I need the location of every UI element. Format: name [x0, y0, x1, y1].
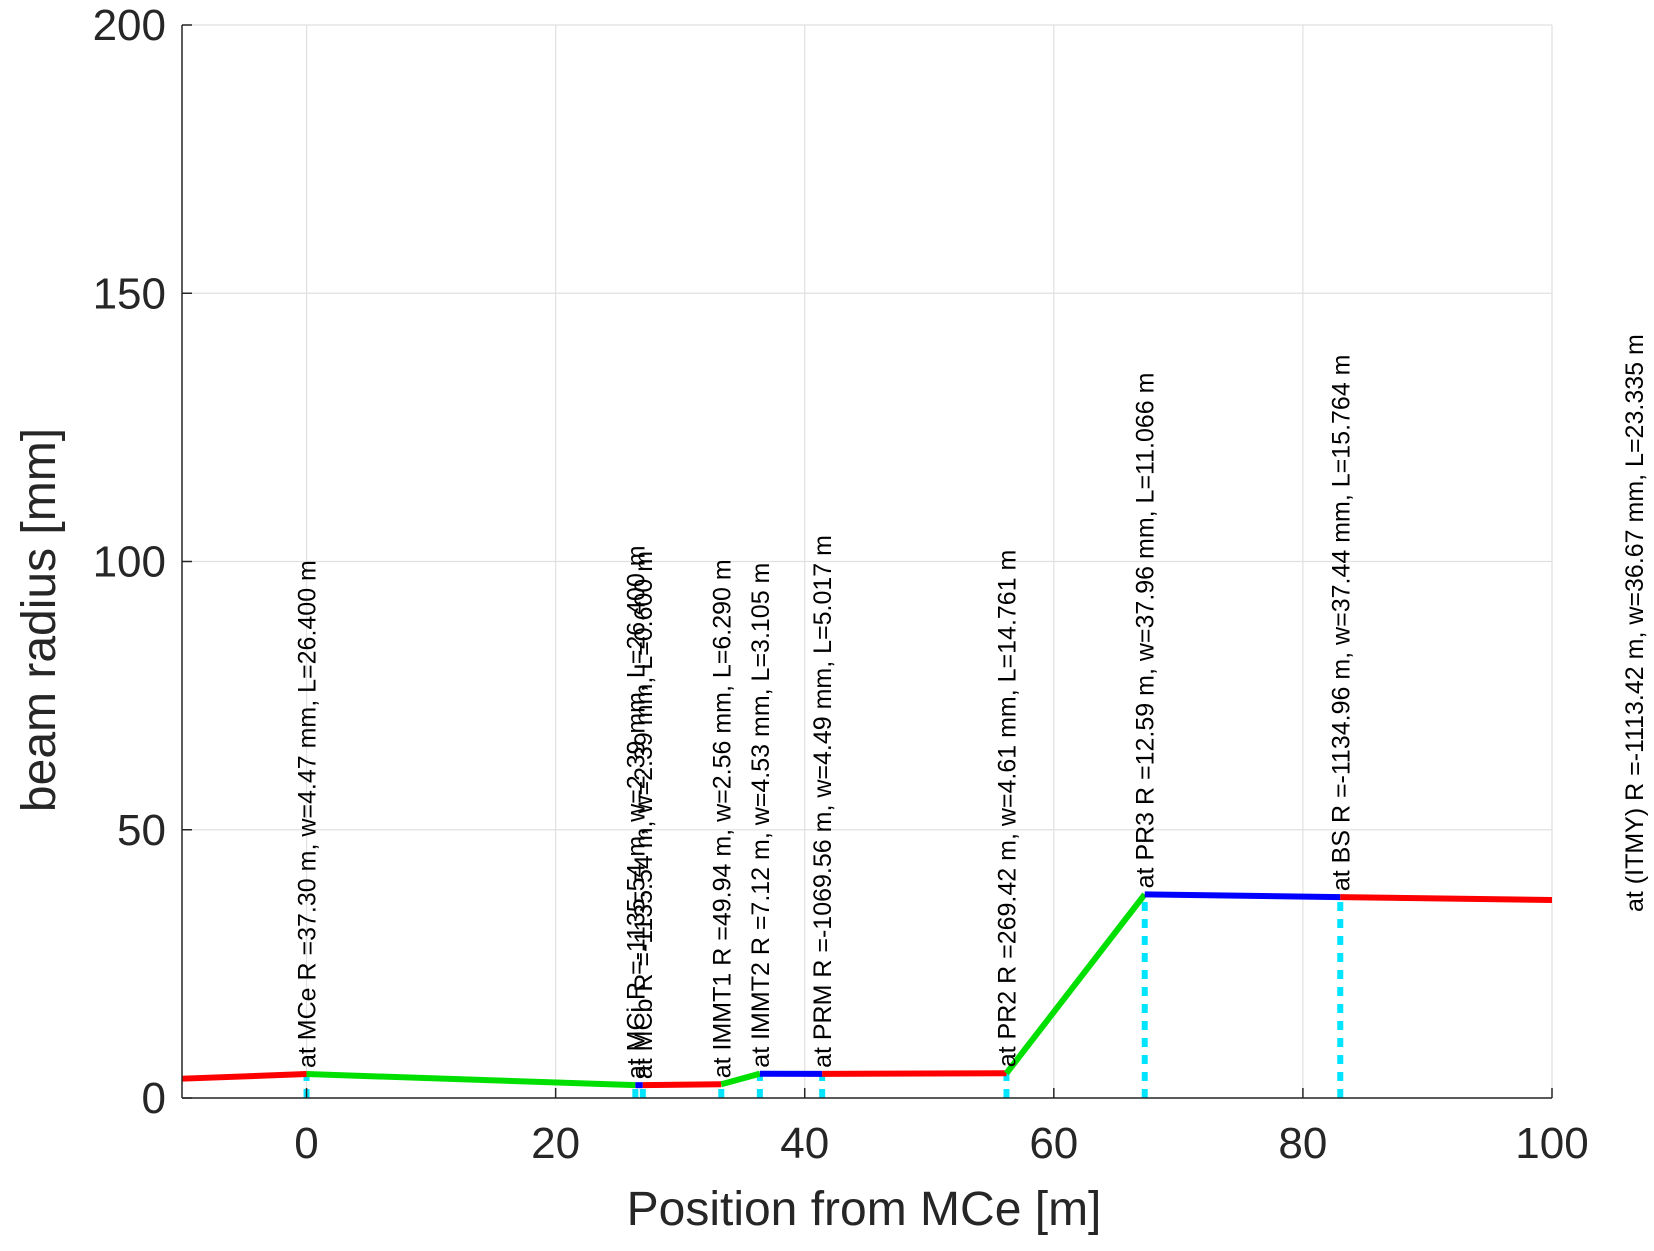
optic-annotation: at IMMT2 R =7.12 m, w=4.53 mm, L=3.105 m — [747, 563, 775, 1068]
x-tick-labels: 0 20 40 60 80 100 — [294, 1119, 1588, 1168]
optic-annotation: at PR3 R =12.59 m, w=37.96 mm, L=11.066 … — [1132, 373, 1160, 889]
optic-annotation: at IMMT1 R =49.94 m, w=2.56 mm, L=6.290 … — [708, 559, 736, 1078]
optic-annotation: at PR2 R =269.42 m, w=4.61 mm, L=14.761 … — [993, 550, 1021, 1068]
y-tick-labels: 0 50 100 150 200 — [93, 1, 166, 1123]
beam-segment — [1004, 892, 1148, 1076]
beam-segment — [642, 1081, 722, 1089]
beam-segment — [1144, 891, 1341, 901]
beam-segment — [1340, 894, 1553, 904]
x-tick-label: 100 — [1515, 1119, 1588, 1168]
beam-segment — [822, 1070, 1007, 1077]
optic-annotation: at MCb R =-1135.54 m, w=2.39 mm, L=0.600… — [630, 551, 658, 1079]
optic-annotations: at MCe R =37.30 m, w=4.47 mm, L=26.400 m… — [294, 354, 1356, 1079]
optic-annotation: at BS R =-1134.96 m, w=37.44 mm, L=15.76… — [1327, 354, 1355, 891]
y-tick-label: 150 — [93, 269, 166, 318]
optic-annotation: at MCi R =-1135.54 m, w=2.39 mm, L=26.40… — [622, 545, 650, 1079]
x-tick-label: 60 — [1029, 1119, 1078, 1168]
plot-axes — [181, 24, 1553, 1099]
x-tick-label: 80 — [1278, 1119, 1327, 1168]
y-axis-label: beam radius [mm] — [13, 428, 66, 812]
x-axis-label: Position from MCe [m] — [627, 1183, 1102, 1236]
beam-segment — [181, 1071, 307, 1082]
y-tick-label: 100 — [93, 538, 166, 587]
x-tick-label: 0 — [294, 1119, 318, 1168]
y-tick-label: 200 — [93, 1, 166, 50]
y-tick-label: 50 — [117, 806, 166, 855]
x-tick-label: 20 — [531, 1119, 580, 1168]
x-tick-label: 40 — [780, 1119, 829, 1168]
beam-segment — [306, 1071, 636, 1089]
beam-segment — [720, 1070, 761, 1088]
beam-radius-curve — [181, 891, 1553, 1089]
y-tick-label: 0 — [142, 1074, 166, 1123]
end-annotation: at (ITMY) R =-1113.42 m, w=36.67 mm, L=2… — [1621, 334, 1649, 912]
optic-annotation: at PRM R =-1069.56 m, w=4.49 mm, L=5.017… — [809, 535, 837, 1068]
optic-annotation: at MCe R =37.30 m, w=4.47 mm, L=26.400 m — [294, 560, 322, 1068]
